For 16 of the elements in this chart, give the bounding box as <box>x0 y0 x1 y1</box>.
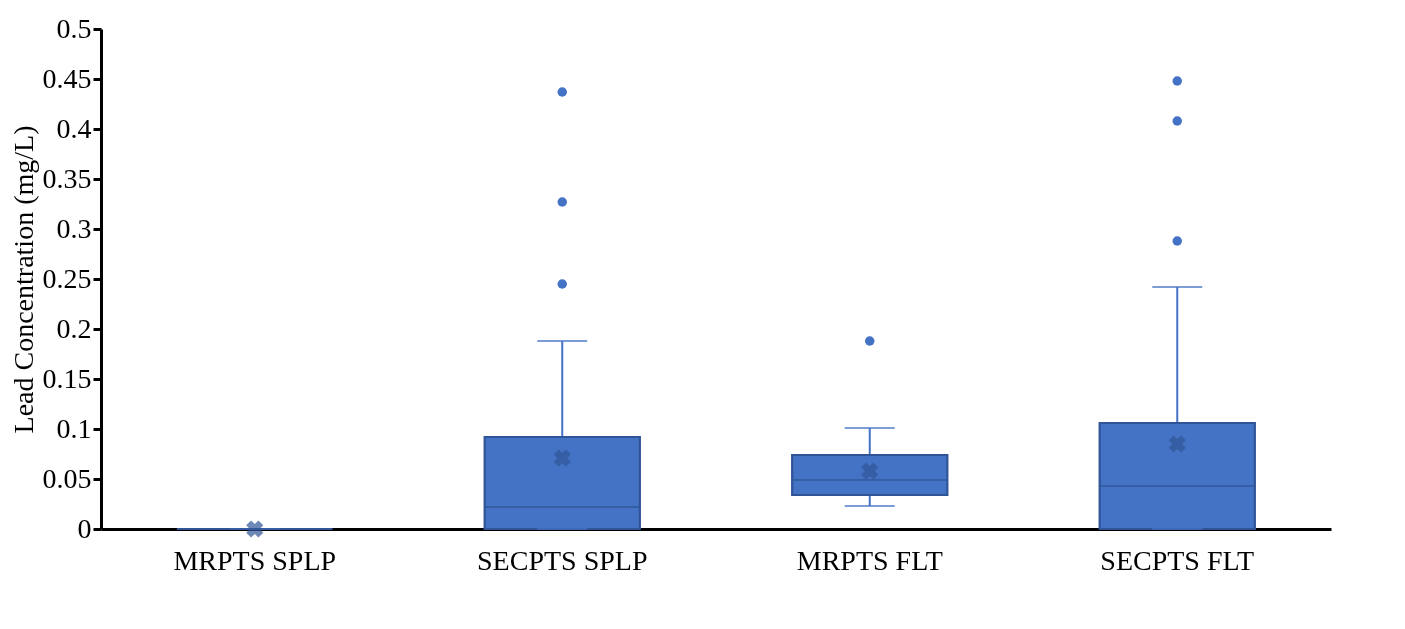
y-tick-label: 0.35 <box>42 162 92 194</box>
y-tick-label: 0.25 <box>42 262 92 294</box>
x-tick-label: SECPTS FLT <box>1100 544 1255 576</box>
y-tick-label: 0.4 <box>56 112 92 144</box>
y-tick-label: 0 <box>77 512 92 544</box>
y-tick-label: 0.2 <box>56 312 92 344</box>
y-tick-label: 0.3 <box>56 212 92 244</box>
y-tick-label: 0.1 <box>56 412 92 444</box>
x-tick-label: MRPTS FLT <box>796 544 943 576</box>
x-tick-label: SECPTS SPLP <box>477 544 648 576</box>
y-tick-label: 0.45 <box>42 62 92 94</box>
x-tick-label: MRPTS SPLP <box>173 544 337 576</box>
y-tick-label: 0.15 <box>42 362 92 394</box>
y-axis-title: Lead Concentration (mg/L) <box>7 125 39 434</box>
y-tick-label: 0.05 <box>42 462 92 494</box>
y-tick-label: 0.5 <box>56 12 92 44</box>
